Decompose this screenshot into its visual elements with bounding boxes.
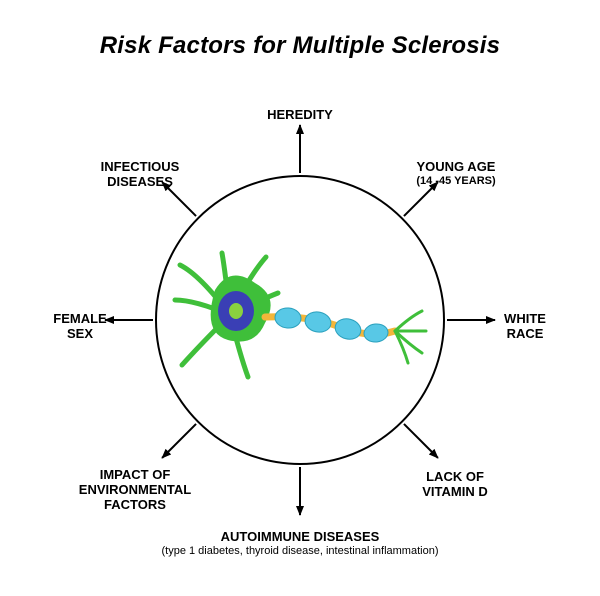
diagram-canvas: Risk Factors for Multiple Sclerosis <box>0 0 600 596</box>
factor-label: INFECTIOUS DISEASES <box>40 160 240 190</box>
factor-label: IMPACT OF ENVIRONMENTAL FACTORS <box>35 468 235 513</box>
page-title: Risk Factors for Multiple Sclerosis <box>0 32 600 60</box>
factor-label: YOUNG AGE(14 -45 YEARS) <box>356 160 556 188</box>
factor-label: WHITE RACE <box>425 312 600 342</box>
factor-subtext: (type 1 diabetes, thyroid disease, intes… <box>120 545 480 558</box>
factor-label: LACK OF VITAMIN D <box>355 470 555 500</box>
center-circle <box>155 175 445 465</box>
arrow <box>404 424 438 458</box>
factor-label: HEREDITY <box>200 108 400 123</box>
arrow <box>162 424 196 458</box>
factor-label: FEMALE SEX <box>0 312 180 342</box>
factor-label: AUTOIMMUNE DISEASES(type 1 diabetes, thy… <box>120 530 480 558</box>
